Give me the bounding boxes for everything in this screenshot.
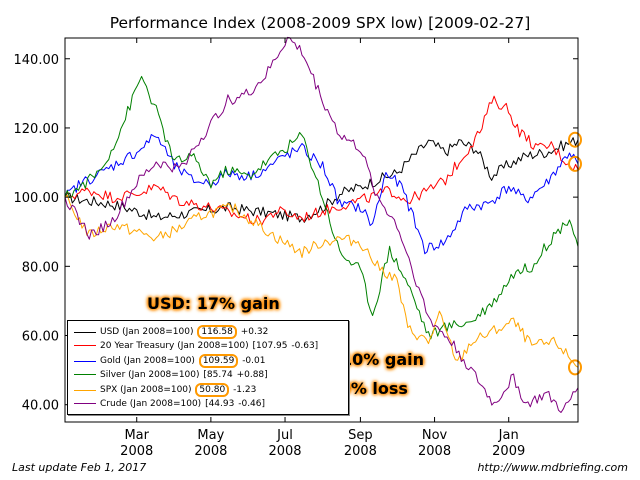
legend-value: 50.80 — [195, 383, 230, 397]
series-line-spx — [64, 194, 579, 368]
series-layer — [64, 36, 579, 413]
legend-swatch — [74, 331, 96, 333]
legend-swatch — [74, 360, 96, 362]
legend-entry: Gold (Jan 2008=100) 109.59 -0.01 — [74, 354, 266, 368]
legend-entry: 20 Year Treasury (Jan 2008=100) [107.95 … — [74, 340, 318, 352]
y-tick-label: 100.00 — [14, 191, 60, 206]
legend-swatch — [74, 374, 96, 375]
source-url: http://www.mdbriefing.com — [477, 461, 628, 474]
legend-entry: SPX (Jan 2008=100) 50.80 -1.23 — [74, 383, 257, 397]
endpoint-highlight-usd — [568, 131, 582, 148]
x-tick-label-year: 2008 — [268, 444, 301, 459]
legend-name: Silver (Jan 2008=100) — [100, 369, 200, 380]
x-tick-label-year: 2008 — [194, 444, 227, 459]
legend-name: 20 Year Treasury (Jan 2008=100) — [100, 340, 249, 351]
y-tick-label: 140.00 — [14, 53, 60, 68]
legend-swatch — [74, 345, 96, 346]
endpoint-highlight-gold — [568, 155, 582, 172]
series-line-gold — [64, 134, 579, 255]
legend-name: SPX (Jan 2008=100) — [100, 385, 192, 395]
y-tick-label: 120.00 — [14, 122, 60, 137]
legend-change: -0.01 — [242, 356, 266, 366]
legend-change: +0.88] — [236, 369, 268, 380]
y-tick-label: 80.00 — [22, 260, 59, 275]
endpoint-highlight-spx — [568, 359, 582, 376]
legend-change: -0.46] — [238, 398, 266, 409]
legend-swatch — [74, 389, 96, 391]
chart-title: Performance Index (2008-2009 SPX low) [2… — [109, 14, 531, 32]
legend-value: [44.93 — [205, 398, 235, 409]
legend-entry: USD (Jan 2008=100) 116.58 +0.32 — [74, 325, 269, 339]
legend-value: [107.95 — [252, 340, 288, 351]
legend-name: Gold (Jan 2008=100) — [100, 356, 195, 366]
plot-frame — [64, 37, 579, 423]
legend-change: -1.23 — [233, 385, 257, 395]
ticks-layer: 40.0060.0080.00100.00120.00140.00Mar2008… — [14, 38, 578, 459]
legend: USD (Jan 2008=100) 116.58 +0.32 20 Year T… — [67, 320, 349, 415]
x-tick-label-year: 2008 — [418, 444, 451, 459]
x-tick-label-month: Nov — [422, 428, 448, 443]
legend-change: +0.32 — [240, 327, 269, 337]
legend-value: 116.58 — [197, 325, 237, 339]
usd-callout: USD: 17% gain — [147, 294, 280, 313]
series-line-20 — [64, 95, 579, 226]
x-tick-label-month: Sep — [348, 428, 373, 443]
legend-entry: Crude (Jan 2008=100) [44.93 -0.46] — [74, 398, 265, 410]
y-tick-label: 40.00 — [22, 399, 59, 414]
legend-name: Crude (Jan 2008=100) — [100, 398, 202, 409]
legend-change: -0.63] — [291, 340, 319, 351]
legend-swatch — [74, 403, 96, 404]
legend-value: 109.59 — [198, 354, 239, 368]
series-line-crude — [64, 36, 579, 413]
markers-layer — [568, 131, 582, 376]
x-tick-label-month: Jul — [276, 428, 293, 443]
x-tick-label-month: May — [197, 428, 224, 443]
x-tick-label-month: Mar — [124, 428, 149, 443]
legend-name: USD (Jan 2008=100) — [100, 327, 194, 337]
x-tick-label-year: 2008 — [120, 444, 153, 459]
y-tick-label: 60.00 — [22, 330, 59, 345]
last-update-text: Last update Feb 1, 2017 — [12, 461, 147, 474]
series-line-usd — [64, 137, 579, 223]
legend-value: [85.74 — [203, 369, 233, 380]
x-tick-label-year: 2008 — [344, 444, 377, 459]
x-tick-label-year: 2009 — [492, 444, 525, 459]
series-line-silver — [64, 75, 579, 340]
x-tick-label-month: Jan — [498, 428, 519, 443]
legend-entry: Silver (Jan 2008=100) [85.74 +0.88] — [74, 369, 268, 381]
